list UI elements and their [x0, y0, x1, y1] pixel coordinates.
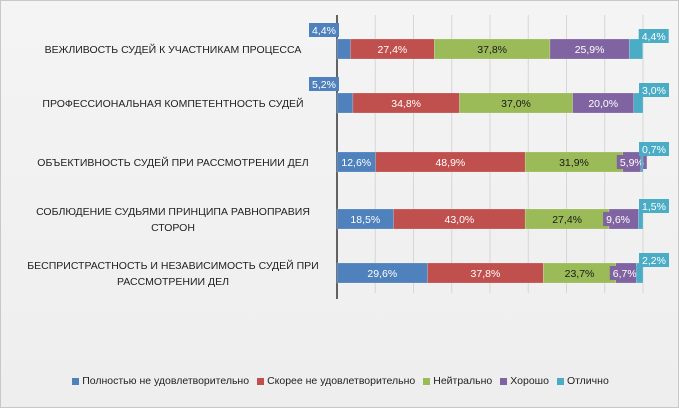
data-label: 37,0% — [501, 98, 531, 110]
category-label: СТОРОН — [151, 222, 195, 234]
legend-label: Полностью не удовлетворительно — [82, 375, 250, 387]
legend-swatch — [257, 377, 265, 385]
bar-segment — [633, 92, 644, 114]
legend-item: Нейтрально — [423, 375, 492, 387]
data-label-box — [639, 253, 669, 267]
data-label-box — [609, 266, 640, 280]
data-label: 27,4% — [377, 44, 407, 56]
category-label: БЕСПРИСТРАСТНОСТЬ И НЕЗАВИСИМОСТЬ СУДЕЙ … — [27, 259, 318, 272]
data-label-box — [616, 155, 647, 169]
category-label: РАССМОТРЕНИИ ДЕЛ — [117, 276, 229, 288]
data-label: 48,9% — [435, 157, 465, 169]
legend-label: Хорошо — [510, 375, 549, 387]
legend-swatch — [72, 377, 80, 385]
data-label: 37,8% — [477, 44, 507, 56]
data-label-box — [603, 212, 634, 226]
data-label: 34,8% — [391, 98, 421, 110]
bar-segment — [336, 38, 351, 60]
legend-item: Скорее не удовлетворительно — [257, 375, 415, 387]
data-label-box — [309, 23, 339, 37]
data-label: 31,9% — [559, 157, 589, 169]
legend-swatch — [423, 377, 431, 385]
data-label-box — [639, 199, 669, 213]
data-label: 5,2% — [312, 79, 336, 91]
data-label: 2,2% — [642, 255, 666, 267]
bar-segment — [336, 92, 354, 114]
bar-segment — [628, 38, 643, 60]
data-label: 4,4% — [642, 31, 666, 43]
data-label-box — [639, 142, 669, 156]
data-label-box — [639, 83, 669, 97]
data-label: 18,5% — [350, 214, 380, 226]
data-label-box — [309, 77, 339, 91]
data-label-box — [638, 29, 669, 43]
data-label: 6,7% — [613, 268, 637, 280]
data-label: 3,0% — [642, 85, 666, 97]
legend-swatch — [500, 377, 508, 385]
data-label: 43,0% — [445, 214, 475, 226]
category-label: ВЕЖЛИВОСТЬ СУДЕЙ К УЧАСТНИКАМ ПРОЦЕССА — [45, 43, 302, 56]
data-label: 27,4% — [552, 214, 582, 226]
category-label: ПРОФЕССИОНАЛЬНАЯ КОМПЕТЕНТНОСТЬ СУДЕЙ — [42, 97, 303, 110]
category-label: СОБЛЮДЕНИЕ СУДЬЯМИ ПРИНЦИПА РАВНОПРАВИЯ — [36, 206, 310, 218]
data-label: 25,9% — [575, 44, 605, 56]
data-label: 20,0% — [588, 98, 618, 110]
legend-swatch — [556, 377, 564, 385]
legend-item: Хорошо — [500, 375, 549, 387]
legend-label: Отлично — [566, 375, 609, 387]
data-label: 23,7% — [565, 268, 595, 280]
legend-label: Скорее не удовлетворительно — [267, 375, 416, 387]
chart-legend: Полностью не удовлетворительно Скорее не … — [1, 371, 679, 391]
category-label: ОБЪЕКТИВНОСТЬ СУДЕЙ ПРИ РАССМОТРЕНИИ ДЕЛ — [37, 156, 308, 169]
bar-segment — [350, 38, 435, 60]
data-label: 37,8% — [471, 268, 501, 280]
data-label: 9,6% — [606, 214, 630, 226]
legend-label: Нейтрально — [433, 375, 493, 387]
legend-item: Полностью не удовлетворительно — [72, 375, 249, 387]
data-label: 4,4% — [312, 25, 336, 37]
data-label: 5,9% — [620, 157, 644, 169]
data-label: 1,5% — [642, 201, 666, 213]
data-label: 29,6% — [367, 268, 397, 280]
data-label: 0,7% — [642, 144, 666, 156]
legend-item: Отлично — [556, 375, 609, 387]
data-label: 12,6% — [341, 157, 371, 169]
